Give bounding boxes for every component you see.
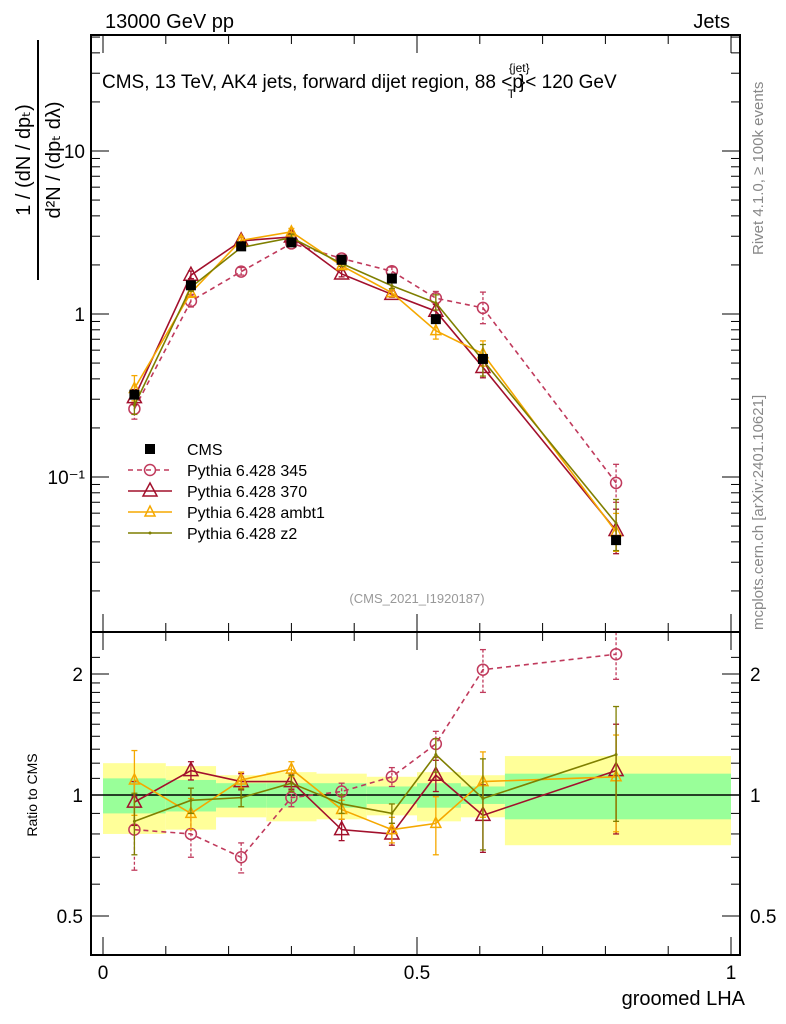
legend-item: CMS [145,442,223,459]
x-axis-label: groomed LHA [622,988,746,1010]
dot-marker [239,796,243,800]
x-tick-label: 1 [726,963,737,984]
legend-label: Pythia 6.428 ambt1 [187,505,325,522]
ratio-series-z2 [131,705,620,856]
ratio-y-tick-label-right: 1 [750,786,761,807]
ratio-y-tick-label-right: 0.5 [750,907,776,928]
square-marker [477,353,488,364]
triangle-marker [143,504,157,517]
triangle-marker [234,772,248,785]
series-z2 [131,233,620,552]
triangle-marker [182,761,200,777]
legend-item: Pythia 6.428 345 [128,463,307,480]
svg-text:1 / (dN / dpₜ): 1 / (dN / dpₜ) [13,104,35,216]
ratio-line [134,653,617,859]
series-ambt1 [128,224,623,553]
circle-marker [609,476,623,490]
triangle-marker [427,765,445,781]
circle-marker [143,463,157,477]
series-cms-data [129,237,622,546]
dot-marker [481,797,485,801]
triangle-marker [128,772,141,785]
triangle-marker [333,264,350,280]
y-axis-label-main: 1 / (dN / dpₜ) d²N / (dpₜ dλ) [13,40,65,280]
ratio-y-tick-label: 2 [72,665,83,686]
circle-marker [234,851,248,864]
y-axis-label-ratio: Ratio to CMS [24,753,40,836]
square-marker [129,389,140,400]
triangle-marker [429,323,443,336]
circle-marker [476,301,490,315]
legend: CMS Pythia 6.428 345 Pythia 6.428 370 Pythi… [128,442,325,543]
square-marker [430,314,441,325]
triangle-marker [184,805,198,819]
y-tick-label: 1 [74,305,85,326]
triangle-marker [285,761,298,774]
chart-marks [126,224,625,874]
legend-label: Pythia 6.428 345 [187,463,307,480]
triangle-marker [141,481,159,497]
ratio-y-tick-label-right: 2 [750,665,761,686]
triangle-marker [182,265,200,281]
mcplots-label: mcplots.cern.ch [arXiv:2401.10621] [750,395,767,630]
square-marker [386,273,397,284]
circle-marker [609,647,623,661]
ratio-y-tick-label: 0.5 [57,907,83,928]
legend-item: Pythia 6.428 ambt1 [128,504,325,522]
triangle-marker [385,821,399,835]
dot-marker [434,753,438,757]
square-marker [185,280,196,291]
y-tick-label: 10 [64,142,85,163]
circle-marker [385,770,399,784]
square-marker [336,254,347,265]
y-tick-label: 10⁻¹ [48,468,86,489]
plot-title: CMS, 13 TeV, AK4 jets, forward dijet reg… [102,61,617,101]
dot-marker [189,798,193,802]
ratio-y-tick-label: 1 [72,786,83,807]
header-left: 13000 GeV pp [105,11,234,33]
triangle-marker [333,820,350,836]
triangle-marker [429,815,443,829]
dot-marker [614,753,618,757]
x-tick-label: 0 [98,963,109,984]
legend-label: Pythia 6.428 370 [187,484,307,501]
legend-label: CMS [187,442,223,459]
square-marker [236,241,247,252]
svg-text:d²N / (dpₜ dλ): d²N / (dpₜ dλ) [43,101,65,218]
ratio-frame [90,631,741,956]
rivet-label: Rivet 4.1.0, ≥ 100k events [750,82,767,255]
dot-marker [434,301,438,305]
axes: 0 0.5 1 10⁻¹ 1 10 0.5 0.5 1 1 2 2 [48,34,776,984]
legend-item: Pythia 6.428 370 [128,481,307,501]
dot-marker [390,284,394,288]
triangle-marker [385,285,399,298]
x-tick-label: 0.5 [404,963,430,984]
legend-item: Pythia 6.428 z2 [128,526,297,543]
dot-marker [614,521,618,525]
dot-marker [390,811,394,815]
analysis-id: (CMS_2021_I1920187) [349,591,484,606]
circle-marker [234,265,248,278]
dot-marker [340,802,344,806]
dot-marker [148,531,152,535]
circle-marker [476,663,490,676]
square-marker [611,535,622,546]
legend-label: Pythia 6.428 z2 [187,526,297,543]
series-line [133,236,617,524]
header-right: Jets [693,11,730,33]
dot-marker [289,781,293,785]
dot-marker [132,403,136,407]
square-marker [286,237,297,248]
dot-marker [132,819,136,823]
square-marker [145,444,155,454]
